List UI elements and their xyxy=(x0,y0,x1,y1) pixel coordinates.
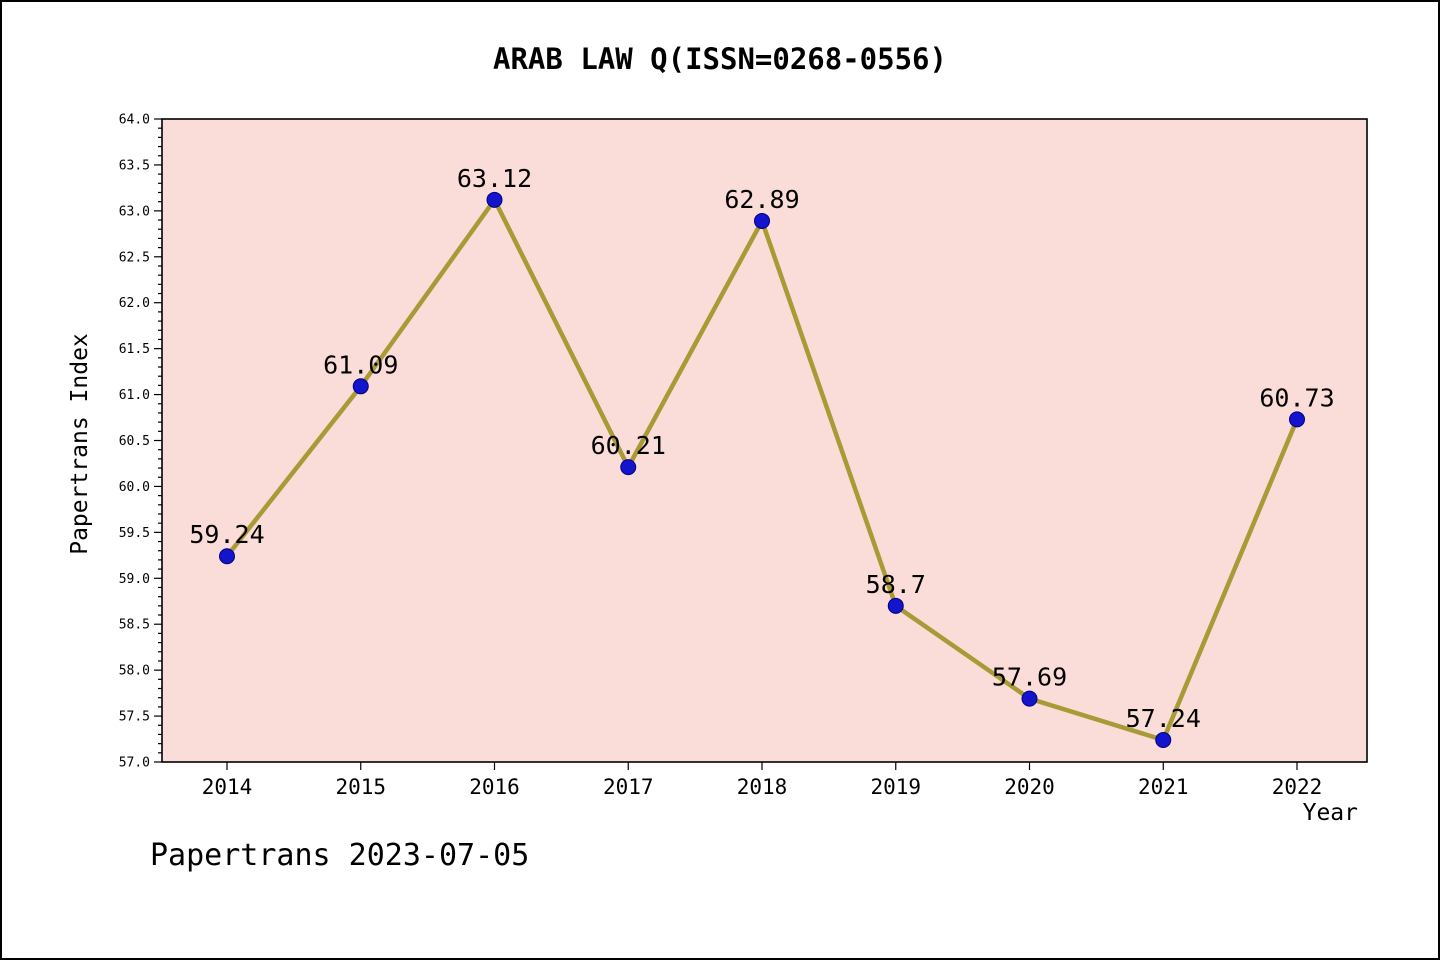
svg-text:2022: 2022 xyxy=(1272,775,1323,799)
svg-text:60.0: 60.0 xyxy=(119,480,150,495)
svg-text:63.0: 63.0 xyxy=(119,204,150,219)
svg-text:57.5: 57.5 xyxy=(119,710,150,725)
svg-text:59.0: 59.0 xyxy=(119,572,150,587)
svg-text:57.0: 57.0 xyxy=(119,756,150,771)
svg-text:2017: 2017 xyxy=(603,775,654,799)
svg-text:62.0: 62.0 xyxy=(119,296,150,311)
svg-text:2015: 2015 xyxy=(335,775,386,799)
svg-text:59.5: 59.5 xyxy=(119,526,150,541)
svg-text:57.24: 57.24 xyxy=(1126,704,1201,733)
svg-text:2021: 2021 xyxy=(1138,775,1189,799)
svg-text:58.7: 58.7 xyxy=(866,570,926,599)
svg-text:58.5: 58.5 xyxy=(119,618,150,633)
svg-text:63.5: 63.5 xyxy=(119,158,150,173)
svg-text:2018: 2018 xyxy=(737,775,788,799)
svg-text:57.69: 57.69 xyxy=(992,663,1067,692)
svg-text:58.0: 58.0 xyxy=(119,664,150,679)
watermark-text: Papertrans 2023-07-05 xyxy=(150,838,530,873)
svg-text:64.0: 64.0 xyxy=(119,113,150,128)
chart-title: ARAB LAW Q(ISSN=0268-0556) xyxy=(493,42,947,76)
svg-text:63.12: 63.12 xyxy=(457,164,532,193)
x-axis-label: Year xyxy=(1302,800,1358,826)
svg-text:2014: 2014 xyxy=(202,775,253,799)
svg-text:2020: 2020 xyxy=(1004,775,1055,799)
svg-text:60.21: 60.21 xyxy=(591,431,666,460)
svg-text:60.73: 60.73 xyxy=(1259,383,1334,412)
svg-text:2016: 2016 xyxy=(469,775,520,799)
svg-text:2019: 2019 xyxy=(870,775,921,799)
svg-text:59.24: 59.24 xyxy=(189,520,264,549)
y-axis-label: Papertrans Index xyxy=(67,333,93,555)
svg-text:62.89: 62.89 xyxy=(724,185,799,214)
svg-text:61.5: 61.5 xyxy=(119,342,150,357)
svg-text:62.5: 62.5 xyxy=(119,250,150,265)
svg-text:61.0: 61.0 xyxy=(119,388,150,403)
svg-text:61.09: 61.09 xyxy=(323,350,398,379)
svg-text:60.5: 60.5 xyxy=(119,434,150,449)
